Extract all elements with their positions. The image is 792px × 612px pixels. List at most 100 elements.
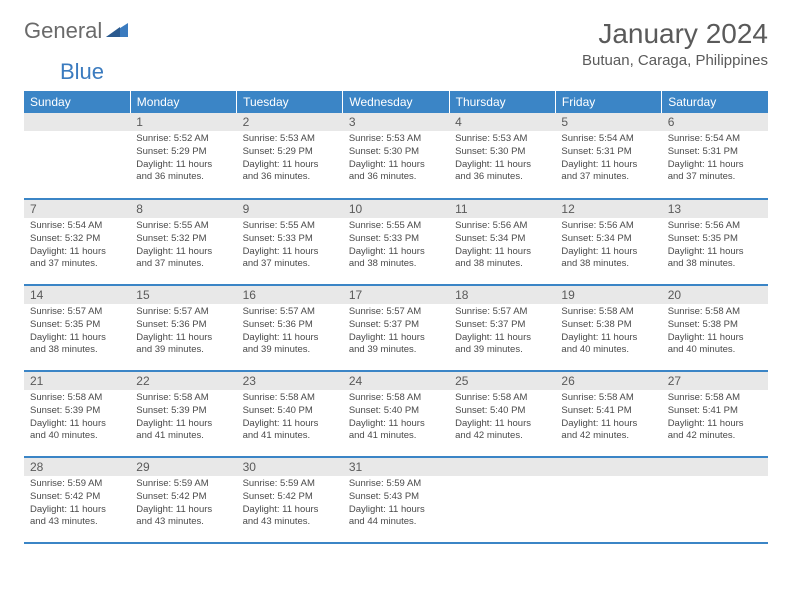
day-line: and 43 minutes. [243, 516, 337, 529]
calendar-cell: 20Sunrise: 5:58 AMSunset: 5:38 PMDayligh… [662, 285, 768, 371]
day-header: Tuesday [237, 91, 343, 113]
day-line: Daylight: 11 hours [455, 246, 549, 259]
day-content: Sunrise: 5:59 AMSunset: 5:42 PMDaylight:… [237, 476, 343, 533]
day-number [662, 458, 768, 476]
calendar-cell: 10Sunrise: 5:55 AMSunset: 5:33 PMDayligh… [343, 199, 449, 285]
day-number: 18 [449, 286, 555, 304]
day-content [555, 476, 661, 482]
day-line: Sunrise: 5:58 AM [455, 392, 549, 405]
day-line: Sunset: 5:38 PM [561, 319, 655, 332]
day-content: Sunrise: 5:58 AMSunset: 5:39 PMDaylight:… [24, 390, 130, 447]
day-line: and 39 minutes. [136, 344, 230, 357]
day-number: 5 [555, 113, 661, 131]
day-line: Sunrise: 5:56 AM [668, 220, 762, 233]
day-content: Sunrise: 5:57 AMSunset: 5:36 PMDaylight:… [130, 304, 236, 361]
day-line: Sunset: 5:41 PM [561, 405, 655, 418]
day-line: Sunrise: 5:58 AM [561, 392, 655, 405]
calendar-cell: 11Sunrise: 5:56 AMSunset: 5:34 PMDayligh… [449, 199, 555, 285]
day-number: 11 [449, 200, 555, 218]
day-header: Wednesday [343, 91, 449, 113]
calendar-cell: 21Sunrise: 5:58 AMSunset: 5:39 PMDayligh… [24, 371, 130, 457]
day-line: Daylight: 11 hours [136, 159, 230, 172]
day-line: and 38 minutes. [30, 344, 124, 357]
location: Butuan, Caraga, Philippines [582, 52, 768, 69]
day-content: Sunrise: 5:53 AMSunset: 5:30 PMDaylight:… [449, 131, 555, 188]
day-content: Sunrise: 5:57 AMSunset: 5:37 PMDaylight:… [449, 304, 555, 361]
day-number: 13 [662, 200, 768, 218]
day-content: Sunrise: 5:58 AMSunset: 5:38 PMDaylight:… [662, 304, 768, 361]
day-line: Daylight: 11 hours [455, 418, 549, 431]
day-line: Sunset: 5:32 PM [30, 233, 124, 246]
day-line: and 42 minutes. [668, 430, 762, 443]
day-number: 8 [130, 200, 236, 218]
day-header-row: SundayMondayTuesdayWednesdayThursdayFrid… [24, 91, 768, 113]
day-content: Sunrise: 5:55 AMSunset: 5:33 PMDaylight:… [237, 218, 343, 275]
day-line: and 39 minutes. [243, 344, 337, 357]
day-line: and 44 minutes. [349, 516, 443, 529]
day-line: Sunrise: 5:54 AM [668, 133, 762, 146]
calendar-week-row: 14Sunrise: 5:57 AMSunset: 5:35 PMDayligh… [24, 285, 768, 371]
day-line: and 36 minutes. [136, 171, 230, 184]
day-line: and 41 minutes. [349, 430, 443, 443]
day-line: Sunrise: 5:56 AM [455, 220, 549, 233]
calendar-week-row: 7Sunrise: 5:54 AMSunset: 5:32 PMDaylight… [24, 199, 768, 285]
calendar-cell: 29Sunrise: 5:59 AMSunset: 5:42 PMDayligh… [130, 457, 236, 543]
day-content: Sunrise: 5:55 AMSunset: 5:33 PMDaylight:… [343, 218, 449, 275]
day-content: Sunrise: 5:53 AMSunset: 5:30 PMDaylight:… [343, 131, 449, 188]
calendar-cell: 17Sunrise: 5:57 AMSunset: 5:37 PMDayligh… [343, 285, 449, 371]
day-content: Sunrise: 5:52 AMSunset: 5:29 PMDaylight:… [130, 131, 236, 188]
day-line: Sunrise: 5:53 AM [349, 133, 443, 146]
day-number: 12 [555, 200, 661, 218]
day-number: 14 [24, 286, 130, 304]
day-line: Sunrise: 5:53 AM [243, 133, 337, 146]
day-line: and 37 minutes. [136, 258, 230, 271]
calendar-cell: 5Sunrise: 5:54 AMSunset: 5:31 PMDaylight… [555, 113, 661, 199]
calendar-cell: 4Sunrise: 5:53 AMSunset: 5:30 PMDaylight… [449, 113, 555, 199]
day-line: and 36 minutes. [349, 171, 443, 184]
day-line: and 42 minutes. [561, 430, 655, 443]
day-line: Sunset: 5:43 PM [349, 491, 443, 504]
calendar-week-row: 28Sunrise: 5:59 AMSunset: 5:42 PMDayligh… [24, 457, 768, 543]
day-content: Sunrise: 5:55 AMSunset: 5:32 PMDaylight:… [130, 218, 236, 275]
day-line: Sunrise: 5:54 AM [30, 220, 124, 233]
day-line: Daylight: 11 hours [561, 332, 655, 345]
day-content: Sunrise: 5:54 AMSunset: 5:32 PMDaylight:… [24, 218, 130, 275]
day-line: Sunset: 5:32 PM [136, 233, 230, 246]
day-line: Daylight: 11 hours [455, 332, 549, 345]
day-line: Sunset: 5:33 PM [349, 233, 443, 246]
day-number: 7 [24, 200, 130, 218]
calendar-cell: 23Sunrise: 5:58 AMSunset: 5:40 PMDayligh… [237, 371, 343, 457]
day-line: Sunset: 5:36 PM [136, 319, 230, 332]
day-line: Sunrise: 5:56 AM [561, 220, 655, 233]
day-number: 6 [662, 113, 768, 131]
day-line: Sunrise: 5:58 AM [136, 392, 230, 405]
day-line: Sunset: 5:38 PM [668, 319, 762, 332]
calendar-cell [24, 113, 130, 199]
day-content: Sunrise: 5:58 AMSunset: 5:40 PMDaylight:… [237, 390, 343, 447]
day-line: and 40 minutes. [561, 344, 655, 357]
day-line: Sunset: 5:29 PM [136, 146, 230, 159]
day-number: 9 [237, 200, 343, 218]
day-line: Daylight: 11 hours [349, 246, 443, 259]
day-number: 30 [237, 458, 343, 476]
calendar-cell: 25Sunrise: 5:58 AMSunset: 5:40 PMDayligh… [449, 371, 555, 457]
day-line: Daylight: 11 hours [455, 159, 549, 172]
day-line: and 39 minutes. [455, 344, 549, 357]
day-line: Daylight: 11 hours [30, 504, 124, 517]
calendar-cell: 26Sunrise: 5:58 AMSunset: 5:41 PMDayligh… [555, 371, 661, 457]
logo-text-general: General [24, 18, 102, 44]
calendar-cell: 1Sunrise: 5:52 AMSunset: 5:29 PMDaylight… [130, 113, 236, 199]
calendar-cell: 12Sunrise: 5:56 AMSunset: 5:34 PMDayligh… [555, 199, 661, 285]
day-number: 24 [343, 372, 449, 390]
calendar-cell: 7Sunrise: 5:54 AMSunset: 5:32 PMDaylight… [24, 199, 130, 285]
title-block: January 2024 Butuan, Caraga, Philippines [582, 18, 768, 69]
day-content: Sunrise: 5:53 AMSunset: 5:29 PMDaylight:… [237, 131, 343, 188]
day-line: Sunset: 5:39 PM [136, 405, 230, 418]
day-number: 29 [130, 458, 236, 476]
day-content: Sunrise: 5:57 AMSunset: 5:35 PMDaylight:… [24, 304, 130, 361]
calendar-cell: 16Sunrise: 5:57 AMSunset: 5:36 PMDayligh… [237, 285, 343, 371]
calendar-cell: 27Sunrise: 5:58 AMSunset: 5:41 PMDayligh… [662, 371, 768, 457]
day-number: 17 [343, 286, 449, 304]
day-line: Sunset: 5:34 PM [561, 233, 655, 246]
day-number: 26 [555, 372, 661, 390]
